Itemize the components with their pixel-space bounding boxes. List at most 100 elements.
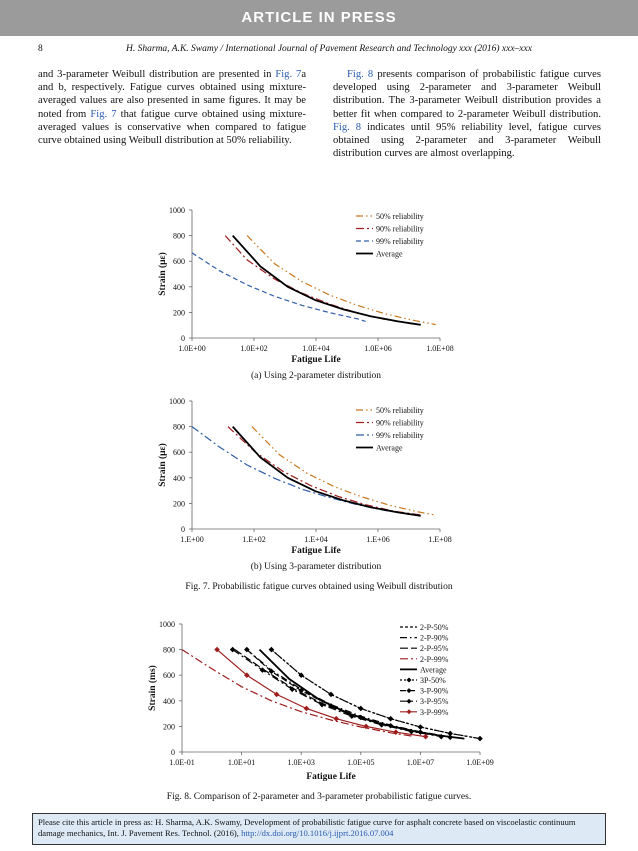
legend-label: Average [376,250,403,259]
y-tick-label: 0 [181,525,185,534]
fig7-link[interactable]: Fig. 7 [275,69,302,80]
x-tick-label: 1.0E-01 [169,758,195,767]
y-tick-label: 0 [181,334,185,343]
y-axis-label: Strain (με) [157,252,168,295]
y-tick-label: 400 [173,283,185,292]
data-point [214,646,220,653]
x-tick-label: 1.E+08 [428,535,451,544]
doi-link[interactable]: http://dx.doi.org/10.1016/j.ijprt.2016.0… [241,828,394,838]
data-point [244,672,250,678]
fig7-caption: Fig. 7. Probabilistic fatigue curves obt… [185,582,453,592]
data-point [259,667,266,673]
legend-label: 50% reliability [376,212,424,221]
legend-label: 3-P-95% [420,697,449,706]
series-line-4 [232,425,421,517]
x-axis-label: Fatigue Life [291,355,340,365]
data-point [298,672,304,678]
legend-label: 3P-50% [420,676,446,685]
x-tick-label: 1.E+02 [242,535,265,544]
y-tick-label: 600 [173,448,185,457]
fig7b-chart: 0 200 400 600 800 1000 1.E+00 1.E+02 1.E+04 1.E+0… [157,397,452,572]
legend-label: Average [376,444,403,453]
legend-marker [406,709,412,715]
data-point [408,728,415,735]
legend-marker [406,688,412,694]
legend-label: 90% reliability [376,225,424,234]
citation-text: Please cite this article in press as: H.… [38,817,576,838]
legend-label: 50% reliability [376,406,424,415]
data-point [363,723,369,730]
x-axis-label: Fatigue Life [291,546,340,556]
data-point [268,646,275,653]
data-point [273,691,280,698]
series-line-4 [181,649,412,737]
series-line-8 [232,649,442,738]
data-point [387,715,394,722]
citation-box: Please cite this article in press as: H.… [32,813,606,845]
data-point [417,729,424,735]
data-point [298,687,304,694]
legend-label: 99% reliability [376,237,424,246]
legend-label: 2-P-90% [420,634,449,643]
legend-marker [406,698,412,704]
x-tick-label: 1.0E+01 [228,758,255,767]
x-tick-label: 1.0E+09 [466,758,493,767]
data-point [393,729,399,735]
x-tick-label: 1.0E+00 [178,344,205,353]
y-tick-label: 200 [163,722,175,731]
data-point [244,646,250,653]
series-line-1 [251,426,436,516]
fig8-caption: Fig. 8. Comparison of 2-parameter and 3-… [166,792,472,802]
page-number: 8 [38,44,43,54]
x-tick-label: 1.0E+08 [426,344,453,353]
x-tick-label: 1.E+04 [304,535,327,544]
y-tick-label: 400 [163,697,175,706]
legend-label: 2-P-95% [420,644,449,653]
series-line-4 [232,234,421,326]
legend-label: 2-P-99% [420,655,449,664]
fig8-chart: 0 200 400 600 800 1000 1.0E-01 1.0E+01 1.0E+03 1.… [147,620,494,782]
y-axis-label: Strain (ms) [147,665,158,711]
left-column-text: and 3-parameter Weibull distribution are… [38,68,306,147]
series-line-6 [271,649,481,740]
data-point [358,705,364,712]
legend-label: 3-P-99% [420,708,449,717]
text: and 3-parameter Weibull distribution are… [38,69,276,80]
series-line-3 [191,252,366,322]
text: presents comparison of probabilistic fat… [333,69,601,120]
series-line-7 [246,649,451,738]
data-point [303,705,310,712]
fig8-link[interactable]: Fig. 8 [347,69,374,80]
running-title: H. Sharma, A.K. Swamy / International Jo… [126,44,532,54]
y-tick-label: 800 [163,646,175,655]
y-tick-label: 1000 [169,397,185,406]
x-tick-label: 1.0E+05 [347,758,374,767]
data-point [438,733,445,740]
data-point [229,646,236,653]
legend-label: 90% reliability [376,419,424,428]
y-tick-label: 800 [173,232,185,241]
fig7-link[interactable]: Fig. 7 [90,108,117,120]
text: a and b, respectively. Fatigue curves ob… [38,69,307,120]
article-in-press-banner: ARTICLE IN PRESS [0,0,638,36]
x-tick-label: 1.0E+03 [287,758,314,767]
text: indicates until 95% reliability level, f… [333,121,601,160]
chart-subtitle: (a) Using 2-parameter distribution [251,370,381,381]
legend-label: 99% reliability [376,431,424,440]
running-header: 8 H. Sharma, A.K. Swamy / International … [38,44,600,54]
x-tick-label: 1.E+06 [366,535,389,544]
fig8-link[interactable]: Fig. 8 [333,121,362,133]
data-point [447,734,453,741]
y-tick-label: 400 [173,474,185,483]
x-tick-label: 1.0E+07 [407,758,434,767]
y-tick-label: 1000 [169,206,185,215]
data-point [358,714,364,721]
x-tick-label: 1.0E+02 [240,344,267,353]
y-tick-label: 1000 [159,620,175,629]
y-tick-label: 600 [163,671,175,680]
text: that fatigue curve obtained using mixtur… [38,108,306,147]
legend-label: Average [420,665,447,674]
series-line-3 [234,649,442,737]
y-tick-label: 200 [173,308,185,317]
legend-label: 2-P-50% [420,623,449,632]
